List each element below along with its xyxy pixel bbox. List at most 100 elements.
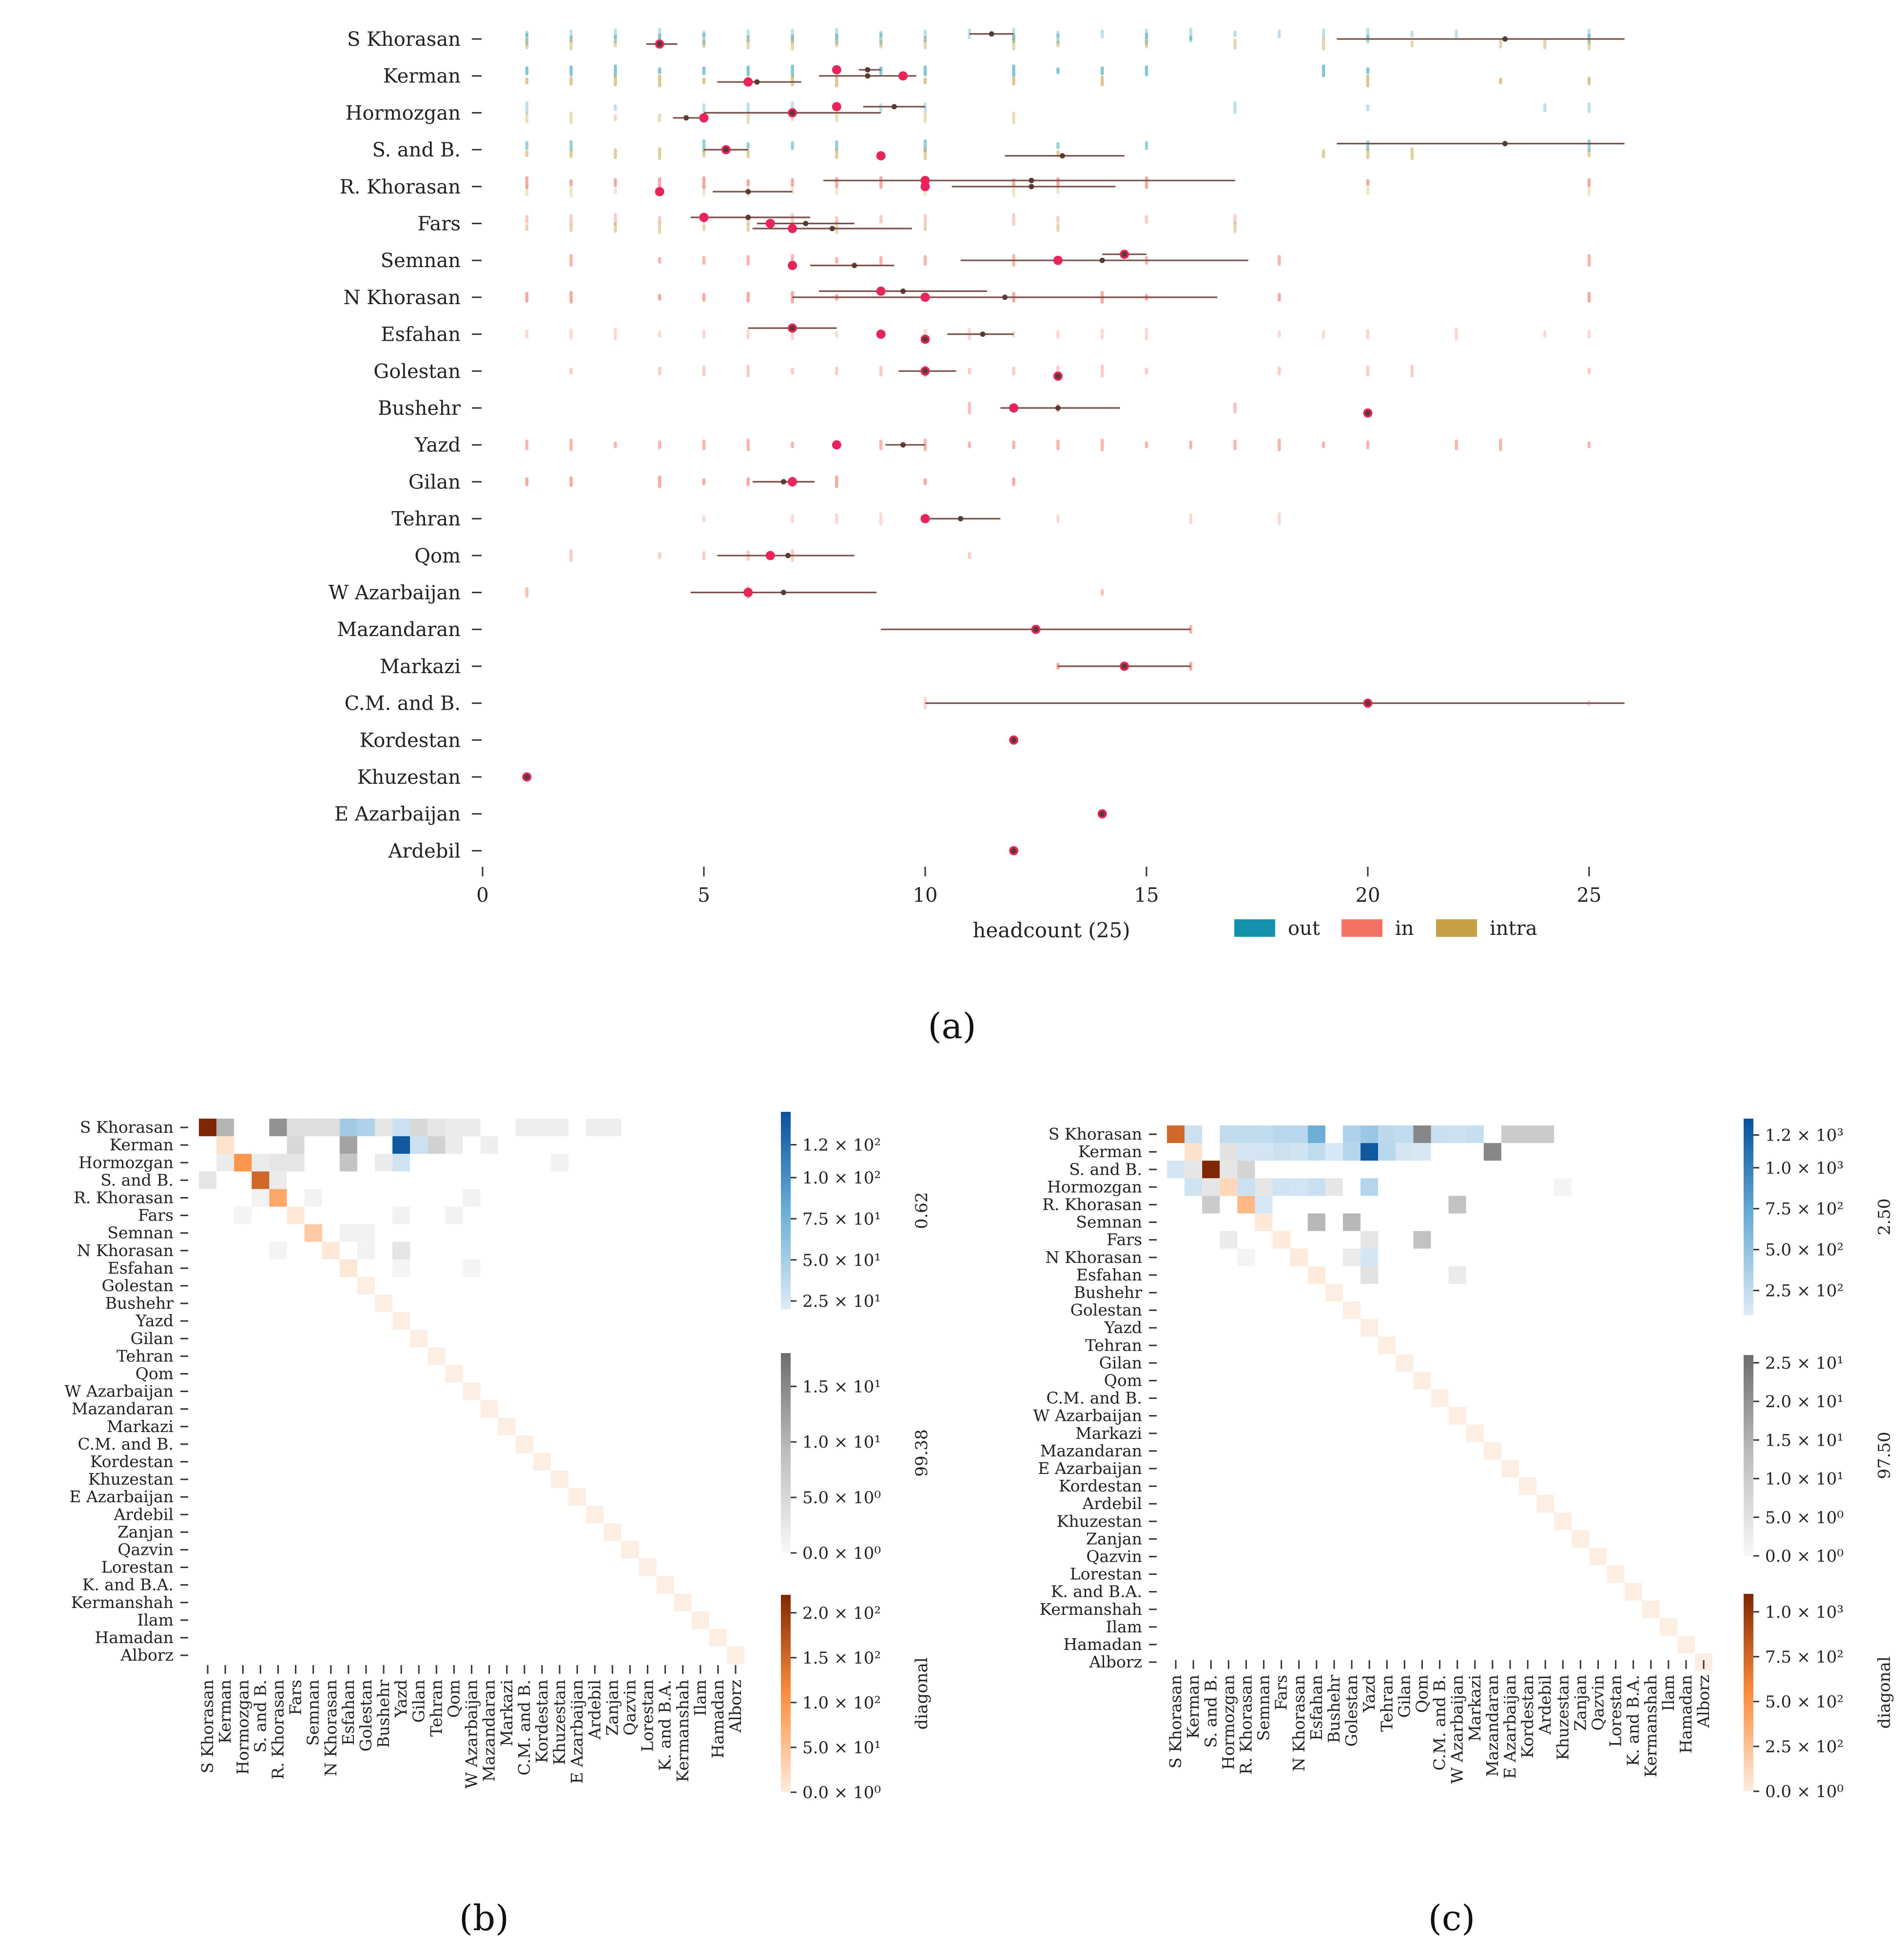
- heatmap-cell: [1237, 1161, 1255, 1179]
- category-label-s-and-b: S. and B.: [372, 139, 461, 161]
- heatmap-cell: [1536, 1495, 1554, 1513]
- strip-point-in: [525, 176, 528, 189]
- strip-point-out: [569, 36, 573, 42]
- heatmap-cell: [427, 1136, 446, 1154]
- column-label-k-and-b-a: K. and B.A.: [656, 1680, 675, 1771]
- strip-point-intra: [1499, 78, 1502, 85]
- strip-point-intra: [1056, 223, 1060, 232]
- strip-point-intra: [1410, 40, 1414, 48]
- strip-point-in: [879, 439, 883, 450]
- heatmap-cell: [1325, 1283, 1343, 1301]
- colorbar-blue: [1744, 1119, 1753, 1315]
- strip-point-in: [1145, 176, 1148, 189]
- strip-point-in: [525, 439, 528, 450]
- heatmap-cell: [216, 1119, 234, 1137]
- column-label-k-and-b-a: K. and B.A.: [1624, 1675, 1643, 1766]
- heatmap-cell: [533, 1119, 551, 1137]
- colorbar-tick-label: 5.0 × 10¹: [802, 1738, 881, 1758]
- colorbar-label-orange: diagonal: [1875, 1656, 1894, 1728]
- mean-dot: [1029, 184, 1034, 190]
- colorbar-tick-label: 0.0 × 10⁰: [802, 1544, 881, 1563]
- strip-point-in: [968, 402, 971, 414]
- highlight-point: [699, 213, 709, 222]
- mean-dot: [1055, 373, 1061, 379]
- strip-point-in: [569, 549, 573, 562]
- strip-point-in: [1278, 330, 1281, 338]
- row-label-kordestan: Kordestan: [1059, 1476, 1142, 1495]
- strip-point-intra: [1012, 184, 1015, 197]
- heatmap-cell: [1185, 1178, 1203, 1196]
- heatmap-cell: [392, 1154, 410, 1172]
- category-label-fars: Fars: [417, 213, 461, 235]
- category-label-tehran: Tehran: [391, 508, 461, 530]
- highlight-point: [920, 292, 930, 302]
- highlight-point: [1053, 255, 1063, 265]
- column-label-r-khorasan: R. Khorasan: [1236, 1675, 1255, 1775]
- row-label-k-and-b-a: K. and B.A.: [1051, 1582, 1142, 1601]
- strip-point-intra: [923, 112, 927, 123]
- colorbar-blue: [781, 1112, 791, 1309]
- strip-point-in: [702, 515, 706, 523]
- row-label-e-azarbaijan: E Azarbaijan: [1038, 1459, 1142, 1478]
- strip-point-out: [791, 28, 794, 39]
- heatmap-cell: [1343, 1143, 1361, 1161]
- heatmap-cell: [375, 1154, 393, 1172]
- strip-point-in: [1012, 367, 1015, 376]
- column-label-semnan: Semnan: [304, 1680, 323, 1746]
- strip-point-out: [1322, 64, 1325, 78]
- heatmap-cell: [1448, 1125, 1466, 1143]
- heatmap-cell: [1255, 1178, 1273, 1196]
- strip-point-out: [525, 30, 528, 38]
- strip-point-out: [1145, 65, 1148, 77]
- column-label-gilan: Gilan: [1395, 1675, 1414, 1718]
- row-label-qazvin: Qazvin: [1086, 1547, 1142, 1566]
- strip-point-in: [702, 551, 706, 560]
- mean-dot: [922, 336, 928, 342]
- heatmap-cell: [480, 1400, 498, 1418]
- heatmap-cell: [1360, 1231, 1379, 1249]
- heatmap-cell: [1360, 1248, 1379, 1266]
- column-label-kerman: Kerman: [215, 1680, 234, 1744]
- strip-point-in: [1278, 292, 1281, 302]
- strip-point-intra: [658, 147, 661, 160]
- strip-point-in: [835, 513, 838, 524]
- row-label-mazandaran: Mazandaran: [1040, 1441, 1142, 1460]
- strip-point-in: [1233, 403, 1237, 413]
- highlight-point: [832, 440, 841, 450]
- strip-point-intra: [614, 222, 617, 233]
- heatmap-cell: [568, 1488, 586, 1506]
- panel-a-chart: S Khorasan Kerman Hormozgan S. and B. R. Kho…: [329, 27, 1625, 942]
- heatmap-cell: [1290, 1178, 1308, 1196]
- strip-point-out: [525, 141, 528, 150]
- heatmap-cell: [445, 1365, 463, 1383]
- row-label-ilam: Ilam: [137, 1610, 174, 1629]
- column-label-hormozgan: Hormozgan: [233, 1680, 252, 1775]
- highlight-point: [765, 551, 775, 561]
- row-label-alborz: Alborz: [1088, 1652, 1142, 1671]
- strip-point-in: [879, 256, 883, 265]
- strip-point-in: [879, 176, 883, 189]
- colorbar-tick-label: 2.5 × 10¹: [1765, 1354, 1844, 1373]
- strip-point-in: [702, 176, 706, 189]
- column-label-n-khorasan: N Khorasan: [1289, 1675, 1308, 1771]
- column-label-s-and-b: S. and B.: [251, 1680, 270, 1753]
- heatmap-cell: [1290, 1248, 1308, 1266]
- strip-point-intra: [525, 224, 528, 231]
- highlight-point: [920, 182, 930, 192]
- strip-point-intra: [835, 186, 838, 195]
- column-label-qom: Qom: [1412, 1675, 1431, 1713]
- category-label-bushehr: Bushehr: [378, 397, 461, 420]
- strip-point-intra: [1056, 187, 1060, 194]
- highlight-point: [920, 514, 930, 523]
- strip-point-intra: [1233, 39, 1237, 50]
- strip-point-in: [923, 478, 927, 485]
- heatmap-cell: [551, 1119, 569, 1137]
- colorbar-tick-label: 2.5 × 10²: [1765, 1737, 1844, 1757]
- category-label-golestan: Golestan: [373, 360, 461, 383]
- mean-dot: [657, 41, 662, 47]
- heatmap-cell: [410, 1119, 428, 1137]
- heatmap-cell: [498, 1417, 516, 1435]
- strip-point-in: [1366, 440, 1370, 449]
- highlight-point: [876, 286, 886, 296]
- strip-point-intra: [746, 223, 750, 232]
